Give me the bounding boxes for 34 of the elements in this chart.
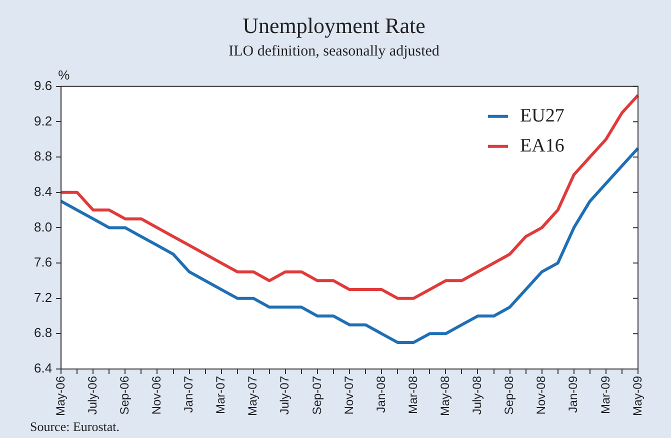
x-tick-label: Mar-09: [598, 376, 612, 414]
x-tick-label: July-07: [278, 376, 292, 415]
y-tick-label: 6.4: [34, 360, 52, 376]
y-tick-label: 9.6: [34, 78, 52, 93]
chart-subtitle: ILO definition, seasonally adjusted: [228, 43, 440, 60]
y-tick-label: 9.2: [34, 113, 52, 128]
y-tick-label: 7.6: [34, 254, 52, 270]
y-tick-label: 8.8: [34, 148, 52, 164]
legend-label: EA16: [520, 135, 564, 156]
x-tick-label: Sep-07: [310, 376, 324, 415]
x-tick-label: Sep-08: [502, 376, 516, 415]
x-tick-label: May-07: [246, 376, 260, 416]
x-tick-label: Nov-08: [534, 376, 548, 415]
x-tick-label: Jan-09: [566, 376, 580, 413]
y-axis-title: %: [58, 67, 70, 82]
x-tick-label: Mar-08: [406, 376, 420, 414]
x-tick-label: May-08: [438, 376, 452, 416]
y-tick-label: 8.4: [34, 184, 52, 199]
y-tick-label: 8.0: [34, 219, 52, 234]
chart-title: Unemployment Rate: [242, 12, 426, 38]
x-tick-label: July-08: [470, 376, 484, 415]
x-tick-label: Jan-07: [182, 376, 196, 413]
x-tick-label: July-06: [85, 376, 100, 415]
x-tick-label: May-09: [630, 376, 644, 416]
x-tick-label: Nov-07: [342, 376, 356, 415]
x-tick-label: Sep-06: [117, 376, 132, 415]
x-tick-label: Nov-06: [150, 376, 164, 415]
y-tick-label: 7.2: [34, 290, 52, 305]
x-tick-label: May-06: [53, 376, 68, 416]
source-note: Source: Eurostat.: [30, 418, 120, 434]
x-tick-label: Jan-08: [374, 376, 388, 413]
legend-label: EU27: [520, 105, 564, 126]
x-tick-label: Mar-07: [214, 376, 228, 414]
y-tick-label: 6.8: [34, 325, 52, 340]
